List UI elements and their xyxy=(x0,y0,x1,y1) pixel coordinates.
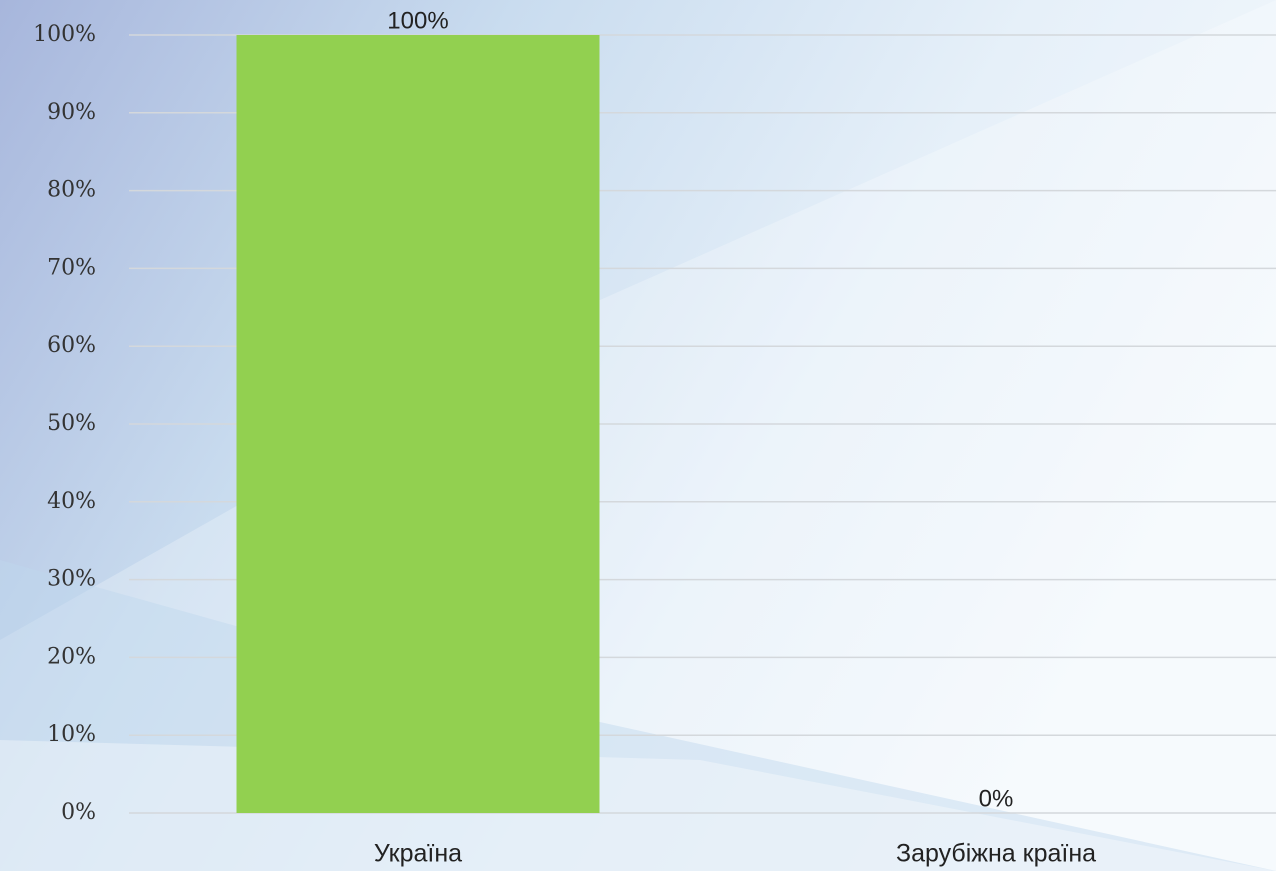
y-tick-label: 0% xyxy=(61,800,96,825)
y-tick-label: 20% xyxy=(47,644,96,669)
y-tick-label: 30% xyxy=(47,567,96,592)
value-label: 100% xyxy=(387,7,448,34)
y-tick-label: 100% xyxy=(33,22,96,47)
bar xyxy=(236,35,600,813)
y-tick-label: 50% xyxy=(47,411,96,436)
y-tick-label: 90% xyxy=(47,100,96,125)
x-tick-label: Україна xyxy=(374,840,462,868)
value-label: 0% xyxy=(979,785,1014,812)
y-tick-label: 10% xyxy=(47,722,96,747)
y-tick-label: 60% xyxy=(47,333,96,358)
y-tick-label: 80% xyxy=(47,178,96,203)
y-tick-label: 40% xyxy=(47,489,96,514)
y-tick-label: 70% xyxy=(47,255,96,280)
x-tick-label: Зарубіжна країна xyxy=(896,840,1096,868)
